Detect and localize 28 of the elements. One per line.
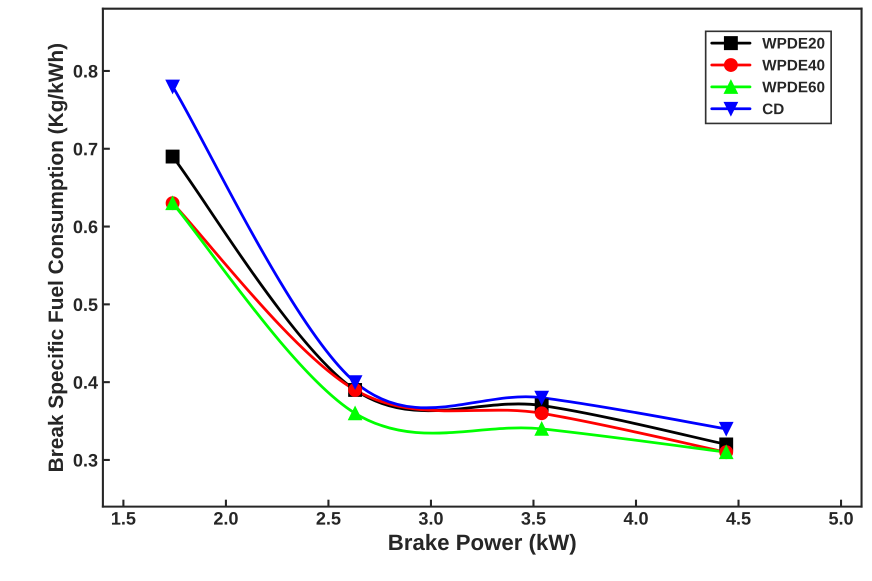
y-tick-label: 0.7	[74, 142, 98, 156]
legend-label: WPDE60	[762, 82, 824, 92]
x-tick-label: 4.0	[624, 512, 648, 525]
y-tick-label: 0.4	[74, 376, 98, 389]
y-tick-label: 0.3	[74, 454, 98, 467]
x-tick-label: 1.5	[112, 512, 136, 525]
x-tick-label: 2.5	[316, 512, 340, 525]
point	[348, 406, 362, 420]
legend-label: WPDE20	[762, 38, 824, 49]
point	[534, 390, 549, 405]
x-tick-label: 3.5	[521, 512, 546, 525]
y-axis-title: Break Specific Fuel Consumption (Kg/kWh)	[48, 44, 68, 471]
x-tick-label: 2.0	[214, 512, 238, 525]
point	[348, 375, 362, 390]
point	[166, 80, 180, 94]
y-tick-label: 0.6	[74, 220, 98, 234]
x-tick-label: 5.0	[829, 512, 853, 525]
x-axis-title: Brake Power (kW)	[389, 534, 576, 555]
x-tick-label: 4.5	[726, 512, 751, 525]
legend-label: CD	[762, 103, 784, 114]
legend-label: WPDE40	[762, 60, 824, 71]
point	[719, 422, 734, 436]
x-tick-label: 3.0	[418, 512, 443, 525]
y-tick-label: 0.8	[74, 64, 98, 78]
y-tick-label: 0.5	[74, 298, 98, 312]
point	[534, 406, 549, 420]
point	[166, 150, 180, 164]
point	[534, 422, 549, 436]
